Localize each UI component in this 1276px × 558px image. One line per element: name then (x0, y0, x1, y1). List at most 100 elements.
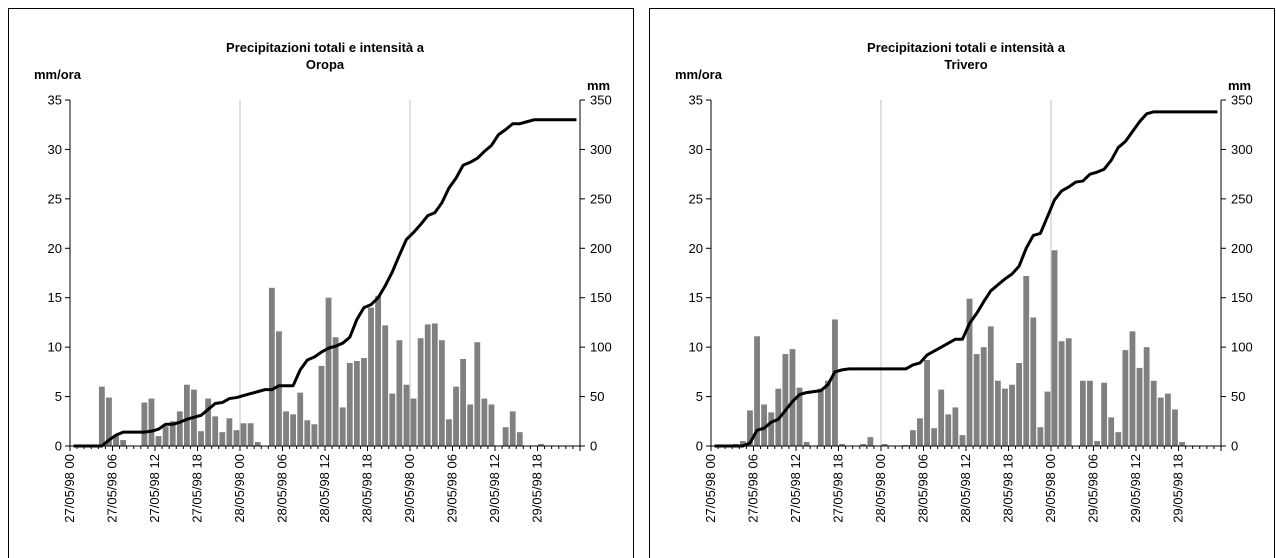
intensity-bar (1002, 388, 1008, 446)
left-tick-label: 25 (689, 191, 703, 206)
intensity-bar (1164, 393, 1171, 446)
intensity-bar (1101, 382, 1108, 446)
x-tick-label: 29/05/98 06 (1086, 454, 1101, 523)
intensity-bar (945, 414, 952, 446)
intensity-bar (966, 298, 973, 446)
intensity-bar (488, 404, 495, 446)
x-tick-label: 27/05/98 12 (147, 454, 162, 523)
intensity-bar (176, 411, 183, 446)
intensity-bar (297, 392, 304, 446)
right-tick-label: 50 (1231, 389, 1245, 404)
intensity-bar (283, 411, 289, 446)
left-tick-label: 15 (689, 290, 703, 305)
x-tick-label: 28/05/98 06 (275, 454, 290, 523)
intensity-bar (276, 331, 282, 446)
intensity-bar (1179, 442, 1185, 446)
intensity-bar (339, 407, 346, 446)
intensity-bar (375, 295, 382, 446)
intensity-bar (212, 416, 219, 446)
intensity-bar (325, 297, 332, 446)
intensity-bar (761, 404, 768, 446)
chart-trivero: Precipitazioni totali e intensità a Trive… (649, 8, 1275, 558)
intensity-bar (1044, 391, 1051, 446)
intensity-bar (417, 338, 424, 446)
intensity-bar (782, 354, 789, 446)
intensity-bar (226, 418, 233, 446)
x-tick-label: 27/05/98 18 (831, 454, 846, 523)
intensity-bar (396, 340, 403, 446)
chart-title-line1: Precipitazioni totali e intensità a (226, 40, 425, 55)
intensity-bar (346, 362, 353, 446)
intensity-bar (233, 430, 240, 446)
x-tick-label: 28/05/98 18 (360, 454, 375, 523)
left-tick-label: 30 (48, 142, 62, 157)
intensity-bar (1037, 427, 1044, 446)
intensity-bar (817, 388, 824, 446)
intensity-bar (1087, 380, 1093, 446)
intensity-bar (353, 360, 360, 446)
right-tick-label: 250 (1231, 191, 1253, 206)
x-tick-label: 27/05/98 18 (190, 454, 205, 523)
intensity-bar (198, 431, 204, 446)
intensity-bar (446, 419, 452, 446)
intensity-bar (931, 428, 938, 446)
intensity-bar (832, 319, 838, 446)
left-tick-label: 0 (696, 439, 703, 454)
intensity-bar (431, 323, 438, 446)
intensity-bar (509, 411, 516, 446)
intensity-bar (867, 437, 874, 446)
left-tick-label: 35 (689, 93, 703, 108)
x-tick-label: 29/05/98 12 (487, 454, 502, 523)
left-tick-label: 20 (689, 241, 703, 256)
intensity-bar (290, 414, 297, 446)
chart-panel-trivero: Precipitazioni totali e intensità a Trive… (649, 0, 1275, 558)
intensity-bar (113, 436, 119, 446)
intensity-bar (1058, 341, 1065, 446)
chart-title-line2: Oropa (306, 57, 345, 72)
right-tick-label: 300 (1231, 142, 1253, 157)
right-axis-label: mm (1228, 78, 1251, 93)
x-tick-label: 29/05/98 00 (1043, 454, 1058, 523)
left-tick-label: 10 (48, 340, 62, 355)
x-tick-label: 28/05/98 12 (317, 454, 332, 523)
intensity-bar (162, 426, 169, 446)
left-tick-label: 5 (55, 389, 62, 404)
left-tick-label: 35 (48, 93, 62, 108)
intensity-bar (987, 326, 994, 446)
x-tick-label: 27/05/98 00 (62, 454, 77, 523)
right-tick-label: 150 (590, 290, 612, 305)
intensity-bar (403, 384, 410, 446)
intensity-bar (183, 384, 190, 446)
intensity-bar (481, 398, 488, 446)
intensity-bar (754, 336, 760, 446)
intensity-bar (1136, 367, 1143, 446)
chart-frame (649, 8, 1275, 558)
intensity-bar (1023, 275, 1030, 446)
chart-frame (8, 8, 634, 558)
intensity-bar (1065, 338, 1072, 446)
intensity-bar (155, 436, 162, 446)
intensity-bar (768, 412, 775, 446)
intensity-bar (148, 398, 155, 446)
intensity-bar (318, 365, 325, 446)
right-tick-label: 350 (1231, 93, 1253, 108)
left-axis-label: mm/ora (675, 67, 723, 82)
intensity-bar (973, 354, 980, 446)
chart-oropa: Precipitazioni totali e intensità a Oropa… (8, 8, 634, 558)
intensity-bar (254, 442, 261, 446)
intensity-bar (438, 340, 445, 446)
intensity-bar (240, 423, 247, 446)
intensity-bar (502, 427, 509, 446)
right-tick-label: 200 (590, 241, 612, 256)
right-tick-label: 150 (1231, 290, 1253, 305)
cumulative-line (73, 118, 577, 448)
intensity-bar (516, 432, 523, 446)
intensity-bar (382, 325, 389, 446)
right-tick-label: 200 (1231, 241, 1253, 256)
left-tick-label: 30 (689, 142, 703, 157)
intensity-bar (824, 380, 831, 446)
intensity-bar (304, 420, 311, 446)
chart-title-line1: Precipitazioni totali e intensità a (867, 40, 1066, 55)
intensity-bar (169, 421, 176, 446)
intensity-bar (410, 398, 417, 446)
